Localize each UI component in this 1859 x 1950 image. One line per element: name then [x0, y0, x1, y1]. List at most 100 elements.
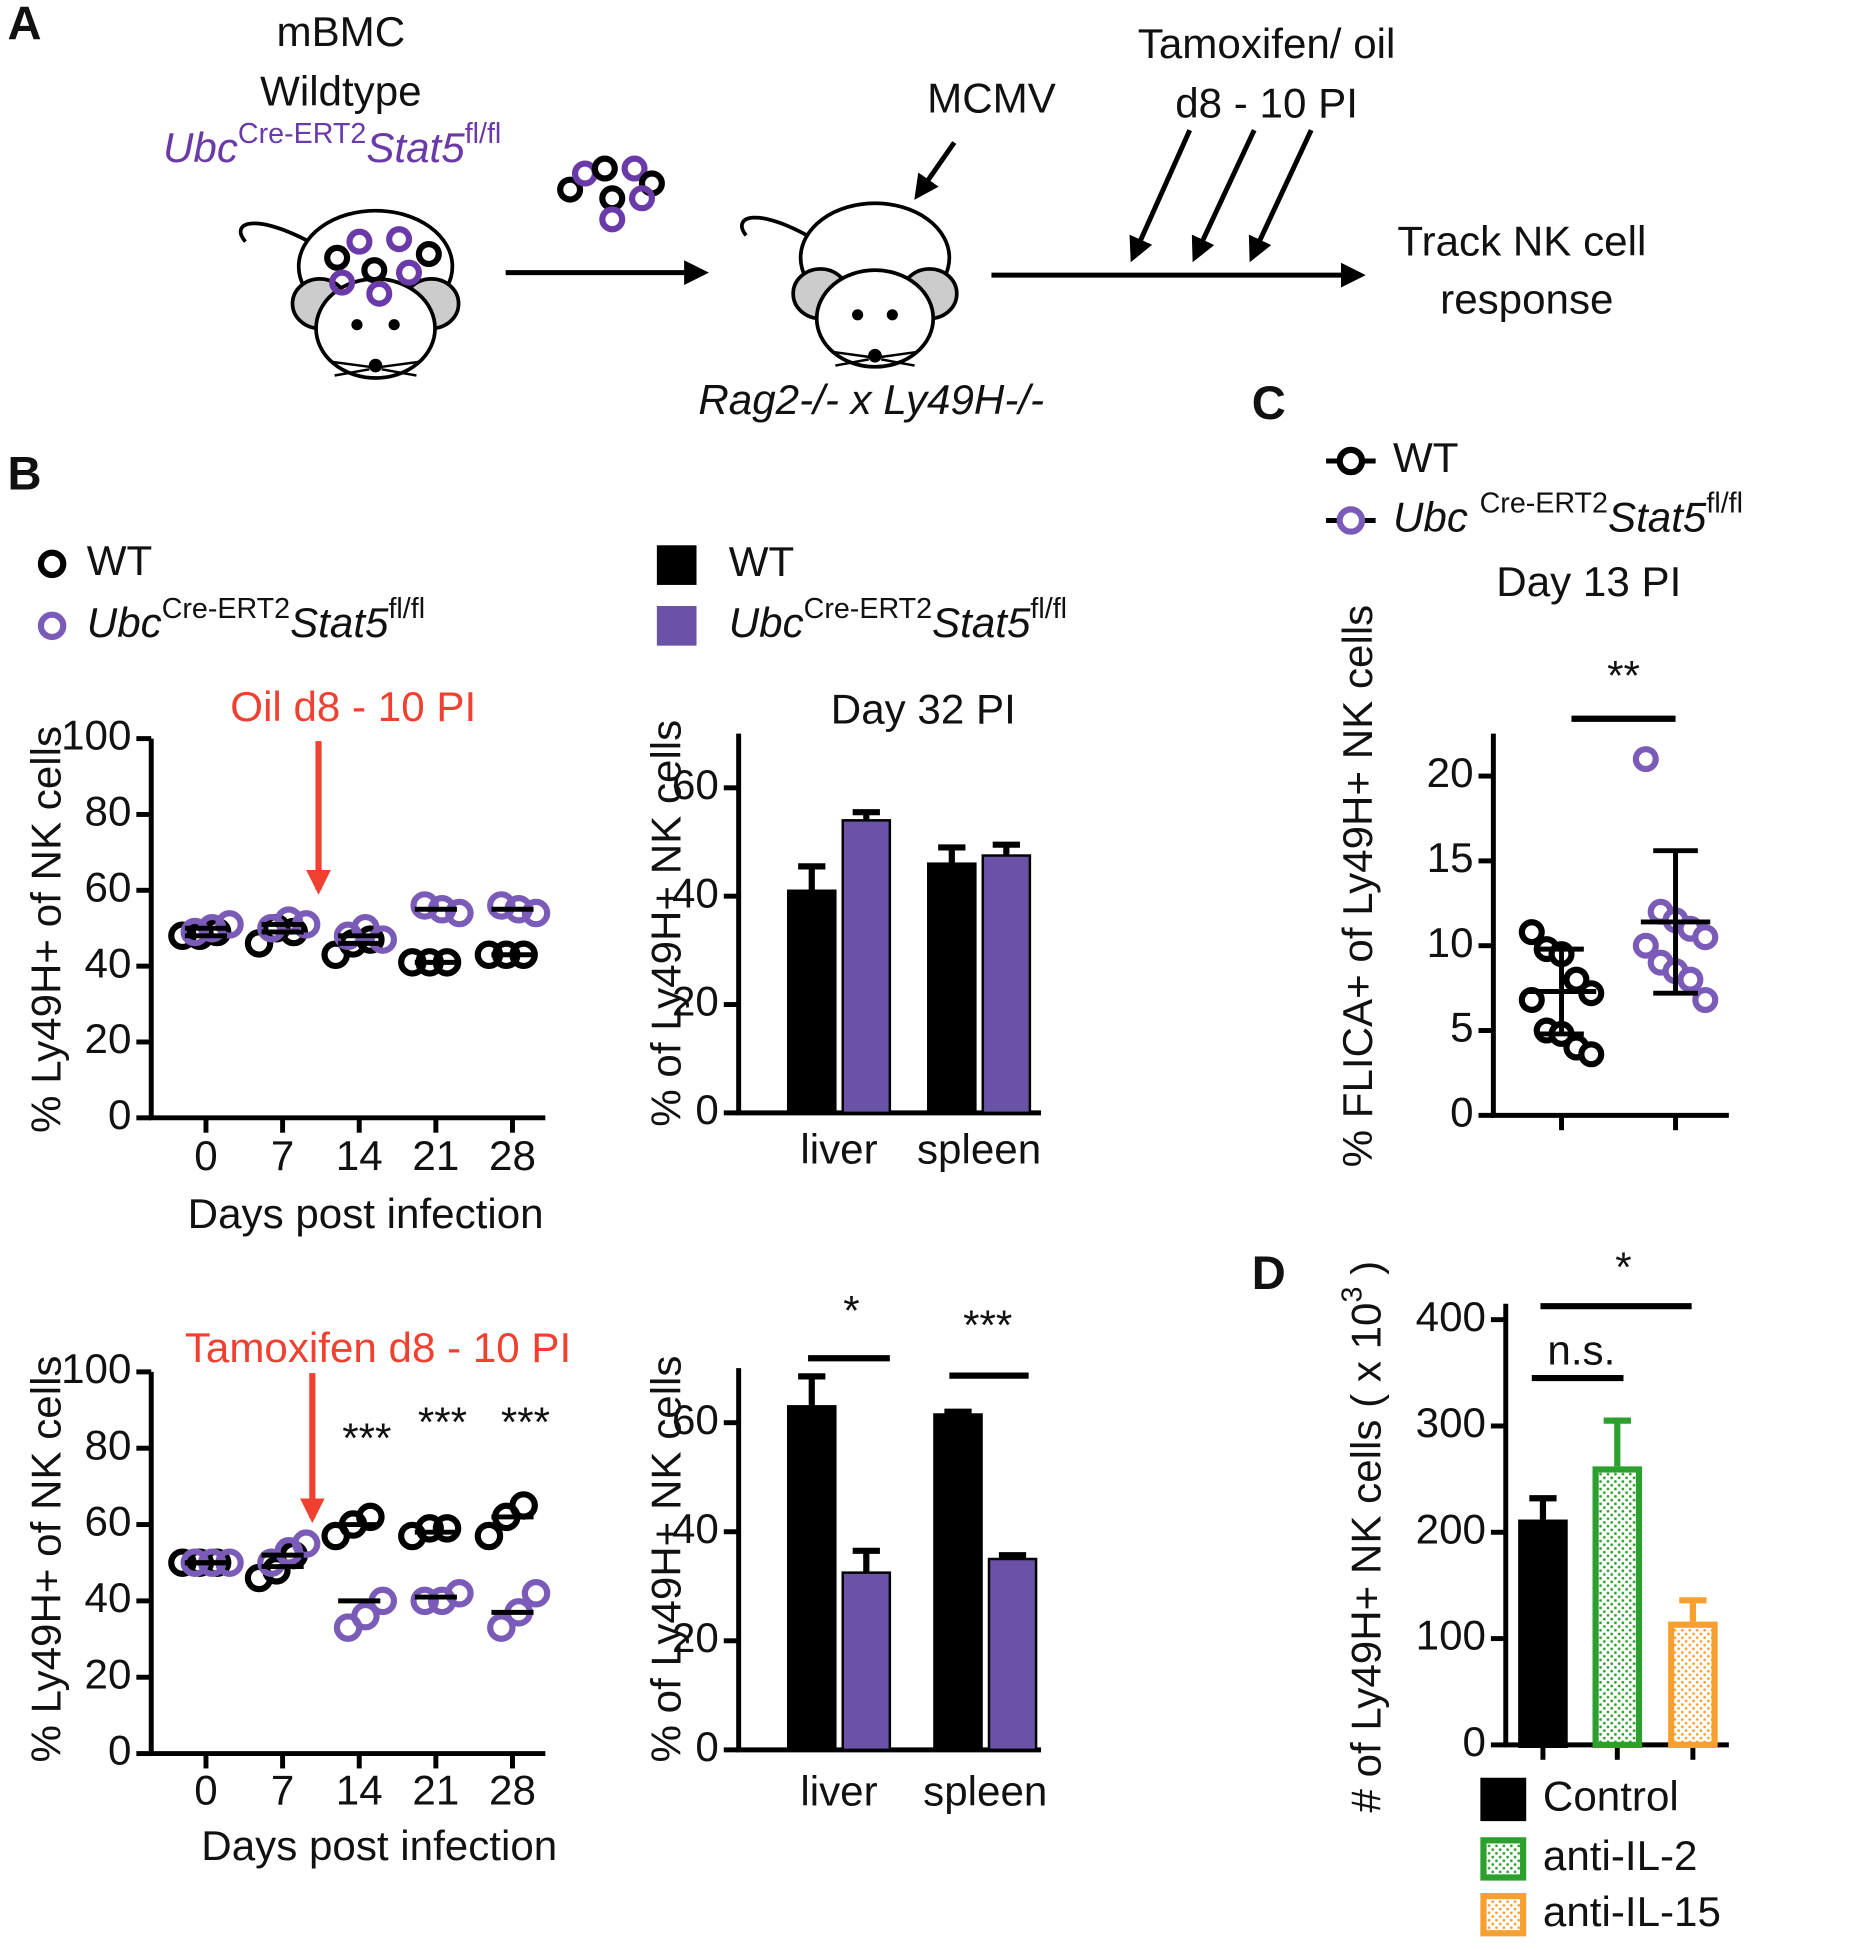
point — [1632, 932, 1659, 959]
point — [415, 1514, 444, 1543]
point — [1518, 919, 1545, 946]
x-tick-label: 14 — [336, 1132, 383, 1179]
legend-label: WT — [1393, 434, 1459, 481]
point — [356, 1502, 385, 1532]
y-axis-label: # of Ly49H+ NK cells ( x 103 ) — [1336, 1261, 1390, 1813]
y-tick-label: 40 — [85, 1574, 132, 1621]
y-tick-label: 20 — [1427, 749, 1474, 796]
cells — [324, 155, 665, 307]
x-tick-label: 7 — [271, 1766, 294, 1813]
x-tick-label: 21 — [412, 1132, 459, 1179]
y-tick-label: 60 — [672, 761, 719, 808]
x-tick-label: 14 — [336, 1766, 383, 1813]
x-tick-label: 28 — [489, 1766, 536, 1813]
legend-label: anti-IL-15 — [1543, 1888, 1721, 1935]
x-tick-label: spleen — [917, 1126, 1041, 1173]
text-part: Ubc — [729, 599, 804, 646]
bar — [841, 819, 892, 1115]
point — [432, 1514, 462, 1543]
text-part: Ubc — [87, 599, 162, 646]
treatment-label: Tamoxifen/ oil — [1138, 20, 1396, 67]
x-tick-label: 28 — [489, 1132, 536, 1179]
infection-label: MCMV — [927, 75, 1056, 122]
x-tick-label: liver — [800, 1126, 877, 1173]
legend-swatch — [1480, 1892, 1527, 1937]
superscript: Cre-ERT2 — [162, 592, 290, 624]
readout-label: response — [1440, 276, 1613, 323]
point — [410, 891, 439, 920]
arrow — [1248, 129, 1314, 263]
y-tick-label: 40 — [85, 939, 132, 986]
legend-marker — [37, 611, 67, 641]
y-tick-label: 40 — [672, 869, 719, 916]
bar — [1668, 1621, 1718, 1748]
y-tick-label: 0 — [695, 1723, 718, 1770]
legend-swatch — [1480, 1777, 1527, 1822]
point — [291, 1529, 321, 1558]
legend-label: WT — [87, 537, 153, 584]
superscript: fl/fl — [388, 592, 425, 624]
chart-title: Day 32 PI — [831, 686, 1016, 733]
legend-label: anti-IL-2 — [1543, 1832, 1698, 1879]
chart: 0 100 200 300 400 # of Ly49H+ NK cells ( x 10… — [1336, 1243, 1729, 1937]
annotation: Tamoxifen d8 - 10 PI — [185, 1324, 571, 1371]
legend-label: WT — [729, 538, 795, 585]
text-part: Stat5 — [366, 124, 465, 171]
significance: *** — [342, 1414, 391, 1461]
y-tick-label: 60 — [85, 1498, 132, 1545]
text-part: Stat5 — [290, 599, 389, 646]
y-tick-label: 15 — [1427, 834, 1474, 881]
point — [521, 1579, 551, 1608]
point — [1692, 986, 1719, 1014]
y-tick-label: 0 — [695, 1086, 718, 1133]
y-axis-label: % FLICA+ of Ly49H+ NK cells — [1334, 605, 1381, 1168]
chart: 0 20 40 60 80 100% Ly49H+ of NK cells Days pos… — [23, 1324, 571, 1869]
donor-label: Wildtype — [260, 67, 422, 114]
bar — [786, 1405, 837, 1752]
bar — [841, 1571, 892, 1752]
bar — [1592, 1466, 1643, 1748]
bar — [786, 889, 837, 1115]
panel-label: D — [1252, 1246, 1286, 1299]
legend-swatch — [656, 606, 697, 646]
arrow — [914, 141, 957, 200]
y-tick-label: 80 — [85, 1421, 132, 1468]
y-tick-label: 100 — [61, 1345, 131, 1392]
x-tick-label: 7 — [271, 1132, 294, 1179]
panel-label: A — [7, 0, 41, 50]
annotation: Oil d8 - 10 PI — [230, 683, 476, 730]
legend-swatch — [1480, 1837, 1527, 1881]
chart: 0 20 40 60 Day 32 PI % of Ly49H+ NK cells live… — [642, 538, 1067, 1172]
y-tick-label: 20 — [85, 1650, 132, 1697]
point — [509, 1491, 538, 1520]
y-tick-label: 100 — [61, 712, 131, 759]
recipient-mouse — [740, 201, 959, 369]
y-tick-label: 80 — [85, 788, 132, 835]
y-tick-label: 0 — [1462, 1718, 1485, 1765]
significance: *** — [963, 1302, 1012, 1349]
bar — [987, 1557, 1038, 1752]
y-tick-label: 60 — [85, 863, 132, 910]
y-tick-label: 40 — [672, 1505, 719, 1552]
x-tick-label: 0 — [194, 1766, 217, 1813]
bar — [1518, 1519, 1568, 1748]
y-tick-label: 20 — [672, 1614, 719, 1661]
recipient-label: Rag2-/- x Ly49H-/- — [698, 376, 1044, 423]
point — [410, 1586, 439, 1616]
legend-label: UbcCre-ERT2Stat5fl/fl — [729, 592, 1067, 646]
y-axis-label: % of Ly49H+ NK cells — [642, 1356, 689, 1763]
text-part: ) — [1343, 1261, 1390, 1287]
readout-label: Track NK cell — [1397, 217, 1646, 264]
y-tick-label: 20 — [85, 1015, 132, 1062]
point — [487, 891, 516, 920]
panel-label: B — [7, 447, 41, 500]
panel-label: C — [1252, 376, 1286, 429]
genotype-label: UbcCre-ERT2Stat5fl/fl — [163, 118, 501, 172]
y-axis-label: % of Ly49H+ NK cells — [642, 720, 689, 1127]
superscript: Cre-ERT2 — [238, 118, 366, 150]
legend-marker — [1336, 446, 1366, 476]
point — [487, 1613, 516, 1642]
point — [474, 1521, 504, 1551]
